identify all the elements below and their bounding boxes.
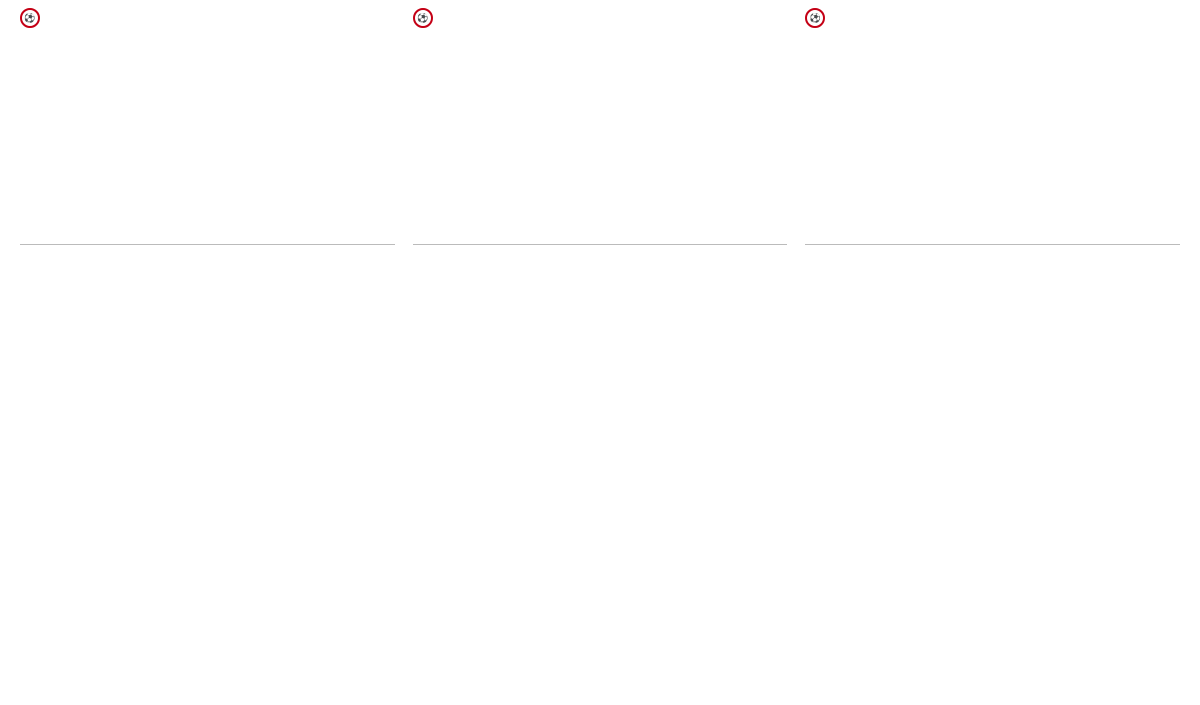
panel-smart-passes: ⚽ xyxy=(413,8,788,228)
team-badge-icon: ⚽ xyxy=(20,8,40,28)
chart-pass-loc xyxy=(413,234,788,253)
panel-crosses: ⚽ xyxy=(805,8,1180,228)
smart-passes-pitch xyxy=(430,32,770,227)
crosses-pitch xyxy=(823,32,1163,227)
heatmap-pitch xyxy=(57,32,357,222)
chart-pass-type xyxy=(20,234,395,253)
panel-pass-zones: ⚽ xyxy=(20,8,395,228)
dashboard-grid: ⚽ ⚽ ⚽ xyxy=(20,8,1180,253)
team-badge-icon: ⚽ xyxy=(413,8,433,28)
chart-pass-outcome xyxy=(805,234,1180,253)
team-badge-icon: ⚽ xyxy=(805,8,825,28)
